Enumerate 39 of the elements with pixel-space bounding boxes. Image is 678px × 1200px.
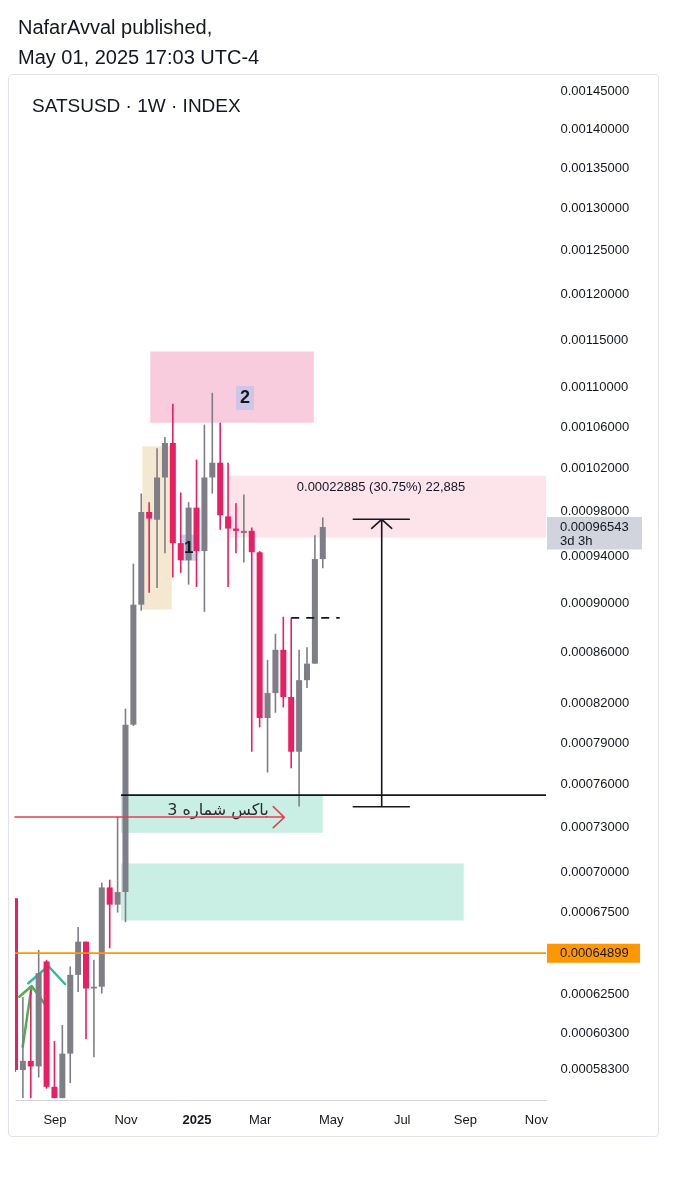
text: NafarAvval published,	[18, 15, 214, 40]
y-tick-label: 0.00090000	[560, 594, 630, 610]
y-tick-label: 0.00140000	[560, 120, 630, 136]
y-tick-label: 0.00076000	[560, 776, 630, 792]
y-tick-label: 0.00082000	[560, 694, 630, 710]
text: May 01, 2025 17:03 UTC-4	[18, 45, 260, 70]
y-tick-label: 0.00079000	[560, 734, 630, 750]
y-tick-label: 0.00106000	[560, 419, 630, 435]
x-tick-label: Sep	[453, 1111, 477, 1127]
y-tick-label: 0.00135000	[560, 159, 630, 175]
y-tick-label: 0.00145000	[560, 83, 630, 99]
y-tick-label: 0.00115000	[560, 331, 629, 347]
x-tick-label: 2025	[182, 1111, 212, 1127]
x-tick-label: Mar	[248, 1111, 273, 1127]
y-tick-label: 0.00058300	[560, 1060, 630, 1076]
ref-line-label: 0.00064899	[560, 945, 629, 961]
y-tick-label: 0.00098000	[560, 503, 630, 519]
y-tick-label: 0.00070000	[560, 864, 630, 880]
y-tick-label: 0.00130000	[560, 200, 630, 216]
y-tick-label: 0.00120000	[560, 286, 630, 302]
y-tick-label: 0.00086000	[560, 643, 630, 659]
text: SATSUSD · 1W · INDEX	[32, 95, 241, 116]
annotation: 2	[239, 387, 251, 407]
y-tick-label: 0.00062500	[560, 986, 630, 1002]
x-tick-label: May	[318, 1111, 344, 1127]
x-tick-label: Nov	[114, 1111, 139, 1127]
x-tick-label: Sep	[43, 1111, 67, 1127]
text: 0.00096543 3d 3h	[560, 519, 629, 548]
y-tick-label: 0.00073000	[560, 819, 630, 835]
x-tick-label: Nov	[524, 1111, 549, 1127]
y-tick-label: 0.00125000	[560, 242, 630, 258]
annotation: باکس شماره 3	[167, 800, 269, 820]
x-tick-label: Jul	[393, 1111, 411, 1127]
y-tick-label: 0.00102000	[560, 460, 630, 476]
y-tick-label: 0.00060300	[560, 1024, 630, 1040]
y-tick-label: 0.00110000	[560, 379, 629, 395]
y-tick-label: 0.00067500	[560, 903, 630, 919]
y-tick-label: 0.00094000	[560, 548, 630, 564]
annotation: 0.00022885 (30.75%) 22,885	[296, 479, 466, 494]
